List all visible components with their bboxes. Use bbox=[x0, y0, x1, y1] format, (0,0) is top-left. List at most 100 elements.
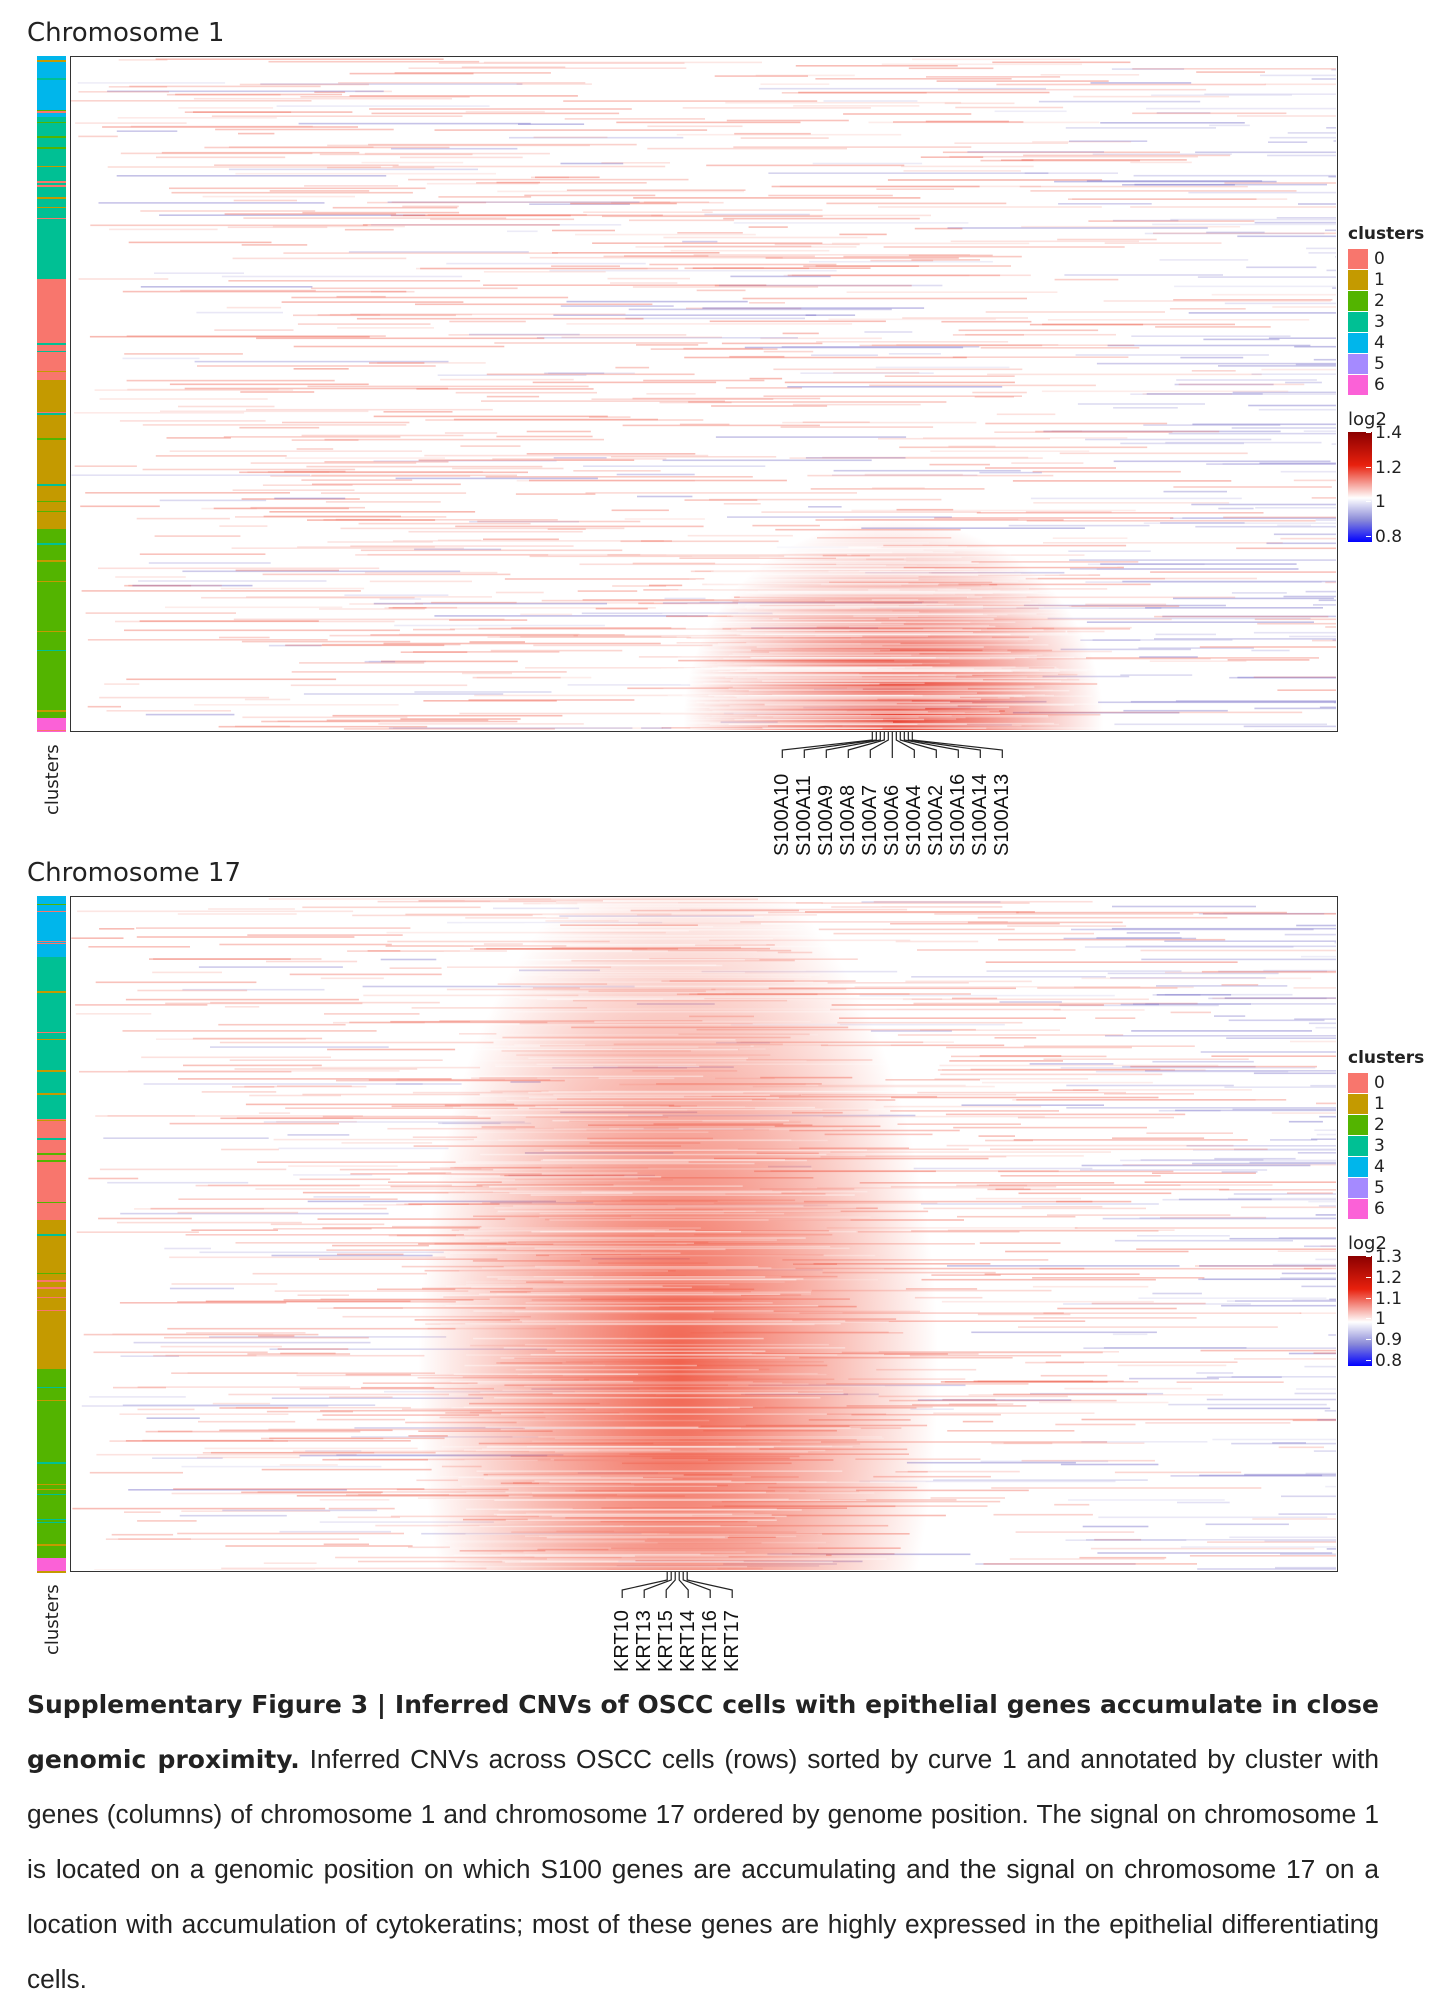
cnv-streak bbox=[977, 1184, 1181, 1186]
cnv-streak bbox=[1195, 1265, 1336, 1267]
cnv-streak bbox=[221, 588, 364, 590]
cluster-stripe bbox=[37, 911, 66, 913]
cnv-streak bbox=[685, 707, 1010, 709]
cnv-streak bbox=[768, 195, 893, 197]
cnv-streak bbox=[678, 589, 971, 591]
cnv-streak bbox=[532, 1373, 817, 1375]
cnv-heatmap-chr17 bbox=[70, 896, 1338, 1572]
cnv-streak bbox=[475, 1132, 708, 1134]
cnv-streak bbox=[450, 1252, 681, 1254]
cnv-streak bbox=[1061, 1067, 1316, 1069]
cnv-streak bbox=[1114, 461, 1331, 463]
cnv-streak bbox=[990, 1149, 1268, 1151]
cnv-streak bbox=[445, 909, 701, 911]
cnv-streak bbox=[462, 66, 566, 68]
cnv-streak bbox=[1146, 108, 1336, 110]
cnv-streak bbox=[483, 1185, 743, 1187]
cnv-streak bbox=[79, 91, 170, 93]
cnv-streak bbox=[1000, 1001, 1062, 1003]
cnv-streak bbox=[641, 540, 672, 542]
panel-title-chr17: Chromosome 17 bbox=[27, 858, 241, 888]
cnv-streak bbox=[701, 594, 975, 596]
cnv-streak bbox=[453, 1566, 747, 1568]
cnv-streak bbox=[146, 714, 235, 716]
legend-cluster-label: 0 bbox=[1374, 249, 1385, 269]
cnv-streak bbox=[488, 1474, 684, 1476]
cnv-streak bbox=[796, 65, 958, 67]
cnv-streak bbox=[1285, 382, 1322, 384]
cnv-streak bbox=[1064, 274, 1223, 276]
cnv-streak bbox=[246, 409, 493, 411]
cnv-streak bbox=[633, 197, 920, 199]
cnv-streak bbox=[764, 351, 814, 353]
cnv-streak bbox=[1016, 1531, 1135, 1533]
cnv-streak bbox=[106, 1538, 359, 1540]
cnv-streak bbox=[633, 563, 715, 565]
cnv-streak bbox=[108, 166, 381, 168]
cnv-streak bbox=[733, 686, 1035, 688]
cluster-stripe bbox=[37, 440, 66, 442]
cnv-streak bbox=[308, 386, 589, 388]
cnv-heatmap-chr1 bbox=[70, 56, 1338, 732]
cnv-streak bbox=[1127, 932, 1180, 934]
cnv-streak bbox=[974, 1381, 1094, 1383]
cnv-streak bbox=[294, 346, 505, 348]
cnv-streak bbox=[636, 246, 857, 248]
cnv-streak bbox=[933, 1412, 1094, 1414]
gene-label: KRT13 bbox=[633, 1610, 656, 1672]
cnv-streak bbox=[923, 1208, 1146, 1210]
cnv-streak bbox=[984, 1563, 1198, 1565]
cnv-streak bbox=[677, 232, 743, 234]
cnv-streak bbox=[1232, 1376, 1337, 1378]
legend-scale-tick: 1.4 bbox=[1375, 424, 1402, 442]
cnv-streak bbox=[292, 439, 359, 441]
cnv-streak bbox=[790, 457, 1043, 459]
cnv-streak bbox=[1301, 1286, 1336, 1288]
cnv-streak bbox=[393, 607, 458, 609]
cnv-streak bbox=[1131, 335, 1290, 337]
cnv-streak bbox=[553, 1393, 844, 1395]
cnv-streak bbox=[1316, 1027, 1337, 1029]
cnv-streak bbox=[815, 78, 1011, 80]
cnv-streak bbox=[832, 1004, 1104, 1006]
legend-cluster-1: 1 bbox=[1348, 269, 1424, 290]
panel-title-chr1: Chromosome 1 bbox=[27, 18, 224, 48]
cnv-streak bbox=[903, 999, 1149, 1001]
cnv-streak bbox=[1152, 224, 1336, 226]
cluster-stripe bbox=[37, 1234, 66, 1236]
cnv-streak bbox=[465, 1459, 709, 1461]
cnv-streak bbox=[314, 1196, 371, 1198]
cnv-streak bbox=[430, 219, 574, 221]
cnv-streak bbox=[1118, 1365, 1227, 1367]
cnv-streak bbox=[1113, 407, 1178, 409]
cnv-streak bbox=[1212, 998, 1336, 1000]
cnv-streak bbox=[301, 479, 412, 481]
cnv-streak bbox=[666, 554, 1011, 556]
cnv-streak bbox=[994, 1514, 1093, 1516]
cnv-streak bbox=[985, 423, 1167, 425]
cnv-streak bbox=[889, 353, 941, 355]
cnv-streak bbox=[671, 250, 830, 252]
cnv-streak bbox=[1314, 359, 1336, 361]
cnv-streak bbox=[224, 436, 401, 438]
cnv-streak bbox=[440, 944, 767, 946]
legend-cluster-label: 1 bbox=[1374, 1094, 1385, 1114]
cnv-streak bbox=[1154, 616, 1328, 618]
cnv-streak bbox=[369, 362, 424, 364]
cluster-stripe bbox=[37, 185, 66, 187]
cnv-streak bbox=[682, 674, 1058, 676]
cnv-streak bbox=[294, 368, 349, 370]
cnv-streak bbox=[459, 1270, 668, 1272]
cnv-streak bbox=[578, 590, 638, 592]
cnv-streak bbox=[269, 1438, 444, 1440]
cnv-streak bbox=[1055, 1424, 1135, 1426]
cluster-stripe bbox=[37, 511, 66, 513]
cnv-streak bbox=[551, 1106, 745, 1108]
cnv-streak bbox=[219, 1430, 392, 1432]
cnv-streak bbox=[522, 981, 814, 983]
cnv-streak bbox=[302, 435, 464, 437]
cnv-streak bbox=[169, 188, 426, 190]
cluster-stripe bbox=[37, 904, 66, 906]
